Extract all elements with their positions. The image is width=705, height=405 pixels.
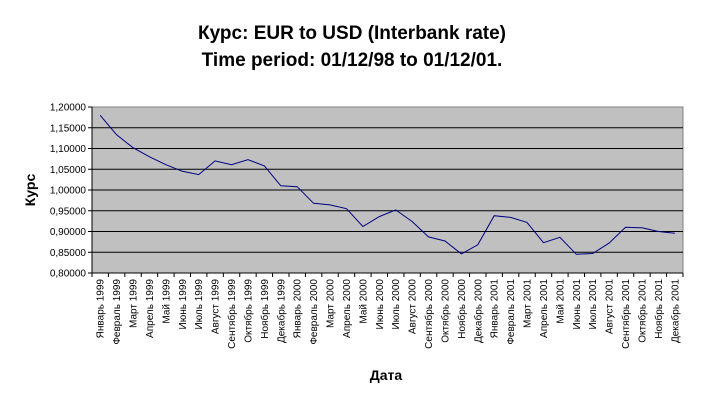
x-tick-label: Октябрь 2000 — [439, 279, 451, 343]
x-tick-label: Апрель 2001 — [539, 279, 550, 338]
x-tick-label: Ноябрь 2001 — [653, 279, 665, 339]
x-tick-label: Июль 2001 — [588, 279, 599, 330]
x-tick-label: Июль 1999 — [194, 279, 205, 330]
x-tick-label: Май 1999 — [161, 279, 172, 324]
x-axis: Январь 1999 Февраль 1999 Март 1999 Апрель 1… — [91, 272, 684, 349]
y-tick-label: 0,85000 — [50, 248, 87, 259]
x-tick-label: Август 2001 — [605, 279, 616, 335]
x-tick-label: Сентябрь 2000 — [423, 279, 435, 349]
x-tick-label: Август 1999 — [211, 279, 222, 335]
x-tick-label: Октябрь 2001 — [636, 279, 648, 343]
x-tick-label: Февраль 2000 — [309, 279, 320, 345]
x-tick-label: Январь 2001 — [490, 279, 501, 339]
series-line — [99, 114, 675, 255]
x-tick-label: Июль 2000 — [391, 279, 402, 330]
chart-title: Курс: EUR to USD (Interbank rate) — [198, 23, 506, 44]
x-tick-label: Январь 2000 — [293, 279, 304, 339]
x-tick-label: Июнь 1999 — [178, 279, 189, 330]
x-tick-label: Ноябрь 1999 — [259, 279, 271, 339]
x-tick-label: Сентябрь 1999 — [226, 279, 238, 349]
y-tick-label: 1,15000 — [50, 123, 87, 134]
y-axis: 0,80000 0,85000 0,90000 0,95000 1,00000 1,050… — [50, 103, 93, 280]
y-tick-label: 1,10000 — [50, 144, 87, 155]
y-tick-label: 0,95000 — [50, 206, 87, 217]
y-tick-label: 0,90000 — [50, 227, 87, 238]
x-tick-label: Сентябрь 2001 — [620, 279, 632, 349]
x-tick-label: Август 2000 — [408, 279, 419, 335]
x-tick-label: Март 1999 — [129, 279, 140, 328]
series-eur-usd — [99, 114, 675, 255]
y-tick-label: 0,80000 — [50, 269, 87, 280]
y-axis-title: Курс — [22, 174, 38, 207]
x-tick-label: Февраль 2001 — [506, 279, 517, 345]
y-tick-label: 1,00000 — [50, 186, 87, 197]
x-tick-label: Декабрь 2000 — [472, 279, 484, 343]
x-axis-title: Дата — [370, 367, 403, 383]
gridlines — [92, 127, 683, 253]
x-tick-label: Февраль 1999 — [112, 279, 123, 345]
x-tick-label: Июнь 2000 — [375, 279, 386, 330]
chart-subtitle: Time period: 01/12/98 to 01/12/01. — [202, 50, 503, 71]
x-tick-label: Июнь 2001 — [572, 279, 583, 330]
y-tick-label: 1,20000 — [50, 103, 87, 114]
x-tick-label: Декабрь 2001 — [669, 279, 681, 343]
x-tick-label: Март 2000 — [326, 279, 337, 328]
x-tick-label: Ноябрь 2000 — [456, 279, 468, 339]
x-tick-label: Апрель 2000 — [342, 279, 353, 338]
y-tick-label: 1,05000 — [50, 165, 87, 176]
x-tick-label: Январь 1999 — [96, 279, 107, 339]
x-tick-label: Декабрь 1999 — [275, 279, 287, 343]
x-tick-label: Октябрь 1999 — [242, 279, 254, 343]
x-tick-label: Апрель 1999 — [145, 279, 156, 338]
x-tick-label: Март 2001 — [523, 279, 534, 328]
x-tick-label: Май 2001 — [555, 279, 566, 324]
x-tick-label: Май 2000 — [358, 279, 369, 324]
